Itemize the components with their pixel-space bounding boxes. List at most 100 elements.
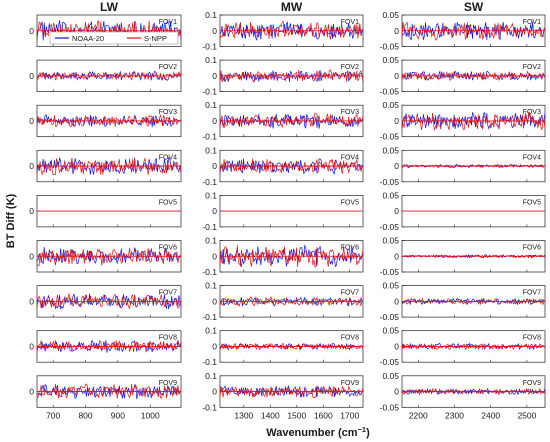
y-tick-label: 0 — [29, 116, 34, 126]
panel-mw-fov4: -0.1 0 0.1 FOV4 — [202, 145, 364, 187]
y-tick-label: -0.1 — [202, 312, 217, 322]
y-tick-label: 0.1 — [205, 100, 217, 110]
column-title-lw: LW — [100, 0, 119, 14]
series-s-npp — [219, 112, 364, 129]
y-axis-title: BT Diff (K) — [5, 193, 17, 248]
panel-mw-fov9: -0.1 0 0.1 FOV9 1300 1400 1500 1600 1700 — [202, 371, 364, 420]
panel-sw-fov7: -0.05 0 0.05 FOV7 — [380, 281, 546, 322]
fov-label: FOV2 — [159, 64, 177, 71]
series-s-npp — [219, 245, 364, 268]
y-tick-label: -0.05 — [380, 132, 400, 142]
series-noaa-20 — [401, 387, 546, 395]
y-tick-label: 0 — [212, 26, 217, 36]
y-tick-label: -0.1 — [202, 42, 217, 52]
series-noaa-20 — [36, 383, 182, 400]
y-tick-label: 0.1 — [205, 236, 217, 246]
x-tick-label: 700 — [46, 410, 60, 420]
y-tick-label: 0 — [29, 341, 34, 351]
y-tick-label: 0 — [212, 71, 217, 81]
series-s-npp — [219, 21, 364, 40]
x-axis-title: Wavenumber (cm−1) — [266, 425, 370, 439]
fov-label: FOV8 — [523, 335, 541, 342]
x-tick-label: 1700 — [340, 410, 359, 420]
y-tick-label: 0 — [394, 251, 399, 261]
series-noaa-20 — [219, 296, 364, 307]
y-tick-label: 0 — [212, 116, 217, 126]
y-tick-label: 0 — [29, 251, 34, 261]
series-noaa-20 — [219, 113, 364, 129]
x-axis-title-tail: ) — [366, 427, 370, 439]
legend-label-noaa20: NOAA-20 — [72, 34, 104, 43]
x-tick-label: 2500 — [517, 410, 536, 420]
panel-lw-fov4: 0 FOV4 — [29, 149, 182, 183]
y-tick-label: -0.05 — [380, 357, 400, 367]
y-tick-label: 0.1 — [205, 326, 217, 336]
y-tick-label: 0.1 — [205, 190, 217, 200]
panel-sw-fov4: -0.05 0 0.05 FOV4 — [380, 145, 546, 187]
panel-sw-fov8: -0.05 0 0.05 FOV8 — [380, 326, 546, 367]
fov-label: FOV3 — [341, 109, 359, 116]
y-tick-label: 0 — [212, 206, 217, 216]
y-tick-label: 0.05 — [382, 145, 399, 155]
panel-sw-fov2: -0.05 0 0.05 FOV2 — [380, 55, 546, 97]
panel-mw-fov7: -0.1 0 0.1 FOV7 — [202, 281, 364, 322]
y-tick-label: -0.05 — [380, 402, 400, 412]
x-tick-label: 900 — [111, 410, 125, 420]
y-tick-label: 0 — [394, 387, 399, 397]
panel-mw-fov8: -0.1 0 0.1 FOV8 — [202, 326, 364, 367]
y-tick-label: 0 — [29, 71, 34, 81]
y-tick-label: 0.05 — [382, 236, 399, 246]
series-noaa-20 — [36, 70, 182, 81]
fov-label: FOV3 — [159, 109, 177, 116]
fov-label: FOV7 — [523, 290, 541, 297]
y-tick-label: -0.05 — [380, 87, 400, 97]
fov-label: FOV9 — [341, 380, 359, 387]
fov-label: FOV9 — [523, 380, 541, 387]
panel-mw-fov6: -0.1 0 0.1 FOV6 — [202, 236, 364, 277]
y-tick-label: 0.05 — [382, 371, 399, 381]
fov-label: FOV2 — [523, 64, 541, 71]
series-noaa-20 — [219, 342, 364, 351]
column-title-sw: SW — [464, 0, 484, 14]
fov-label: FOV6 — [159, 245, 177, 252]
fov-label: FOV4 — [523, 154, 541, 161]
panel-lw-fov6: 0 FOV6 — [29, 240, 182, 273]
fov-label: FOV6 — [523, 245, 541, 252]
series-noaa-20 — [36, 293, 182, 310]
series-s-npp — [401, 21, 546, 41]
fov-label: FOV1 — [159, 19, 177, 26]
series-noaa-20 — [36, 246, 182, 265]
y-tick-label: 0.05 — [382, 326, 399, 336]
y-tick-label: 0 — [212, 296, 217, 306]
panel-mw-fov5: -0.1 0 0.1 FOV5 — [202, 190, 364, 232]
series-s-npp — [219, 385, 364, 398]
y-tick-label: -0.1 — [202, 132, 217, 142]
y-tick-label: 0 — [29, 206, 34, 216]
panel-sw-fov1: -0.05 0 0.05 FOV1 — [380, 10, 546, 52]
fov-label: FOV8 — [341, 335, 359, 342]
y-tick-label: -0.1 — [202, 222, 217, 232]
y-tick-label: 0.1 — [205, 281, 217, 291]
fov-label: FOV5 — [523, 199, 541, 206]
column-title-mw: MW — [281, 0, 303, 14]
y-tick-label: -0.05 — [380, 42, 400, 52]
series-noaa-20 — [36, 340, 182, 353]
y-tick-label: -0.05 — [380, 222, 400, 232]
y-tick-label: 0 — [394, 296, 399, 306]
y-tick-label: 0 — [212, 387, 217, 397]
fov-label: FOV7 — [159, 290, 177, 297]
y-tick-label: 0 — [394, 341, 399, 351]
y-tick-label: -0.1 — [202, 357, 217, 367]
y-tick-label: 0 — [212, 161, 217, 171]
series-noaa-20 — [219, 158, 364, 175]
series-noaa-20 — [401, 112, 546, 130]
fov-label: FOV4 — [159, 154, 177, 161]
y-tick-label: 0 — [394, 71, 399, 81]
fov-label: FOV5 — [159, 199, 177, 206]
fov-label: FOV9 — [159, 380, 177, 387]
legend-box — [49, 31, 179, 45]
panel-mw-fov1: -0.1 0 0.1 FOV1 — [202, 10, 364, 52]
series-s-npp — [36, 71, 182, 81]
x-tick-label: 1600 — [314, 410, 333, 420]
